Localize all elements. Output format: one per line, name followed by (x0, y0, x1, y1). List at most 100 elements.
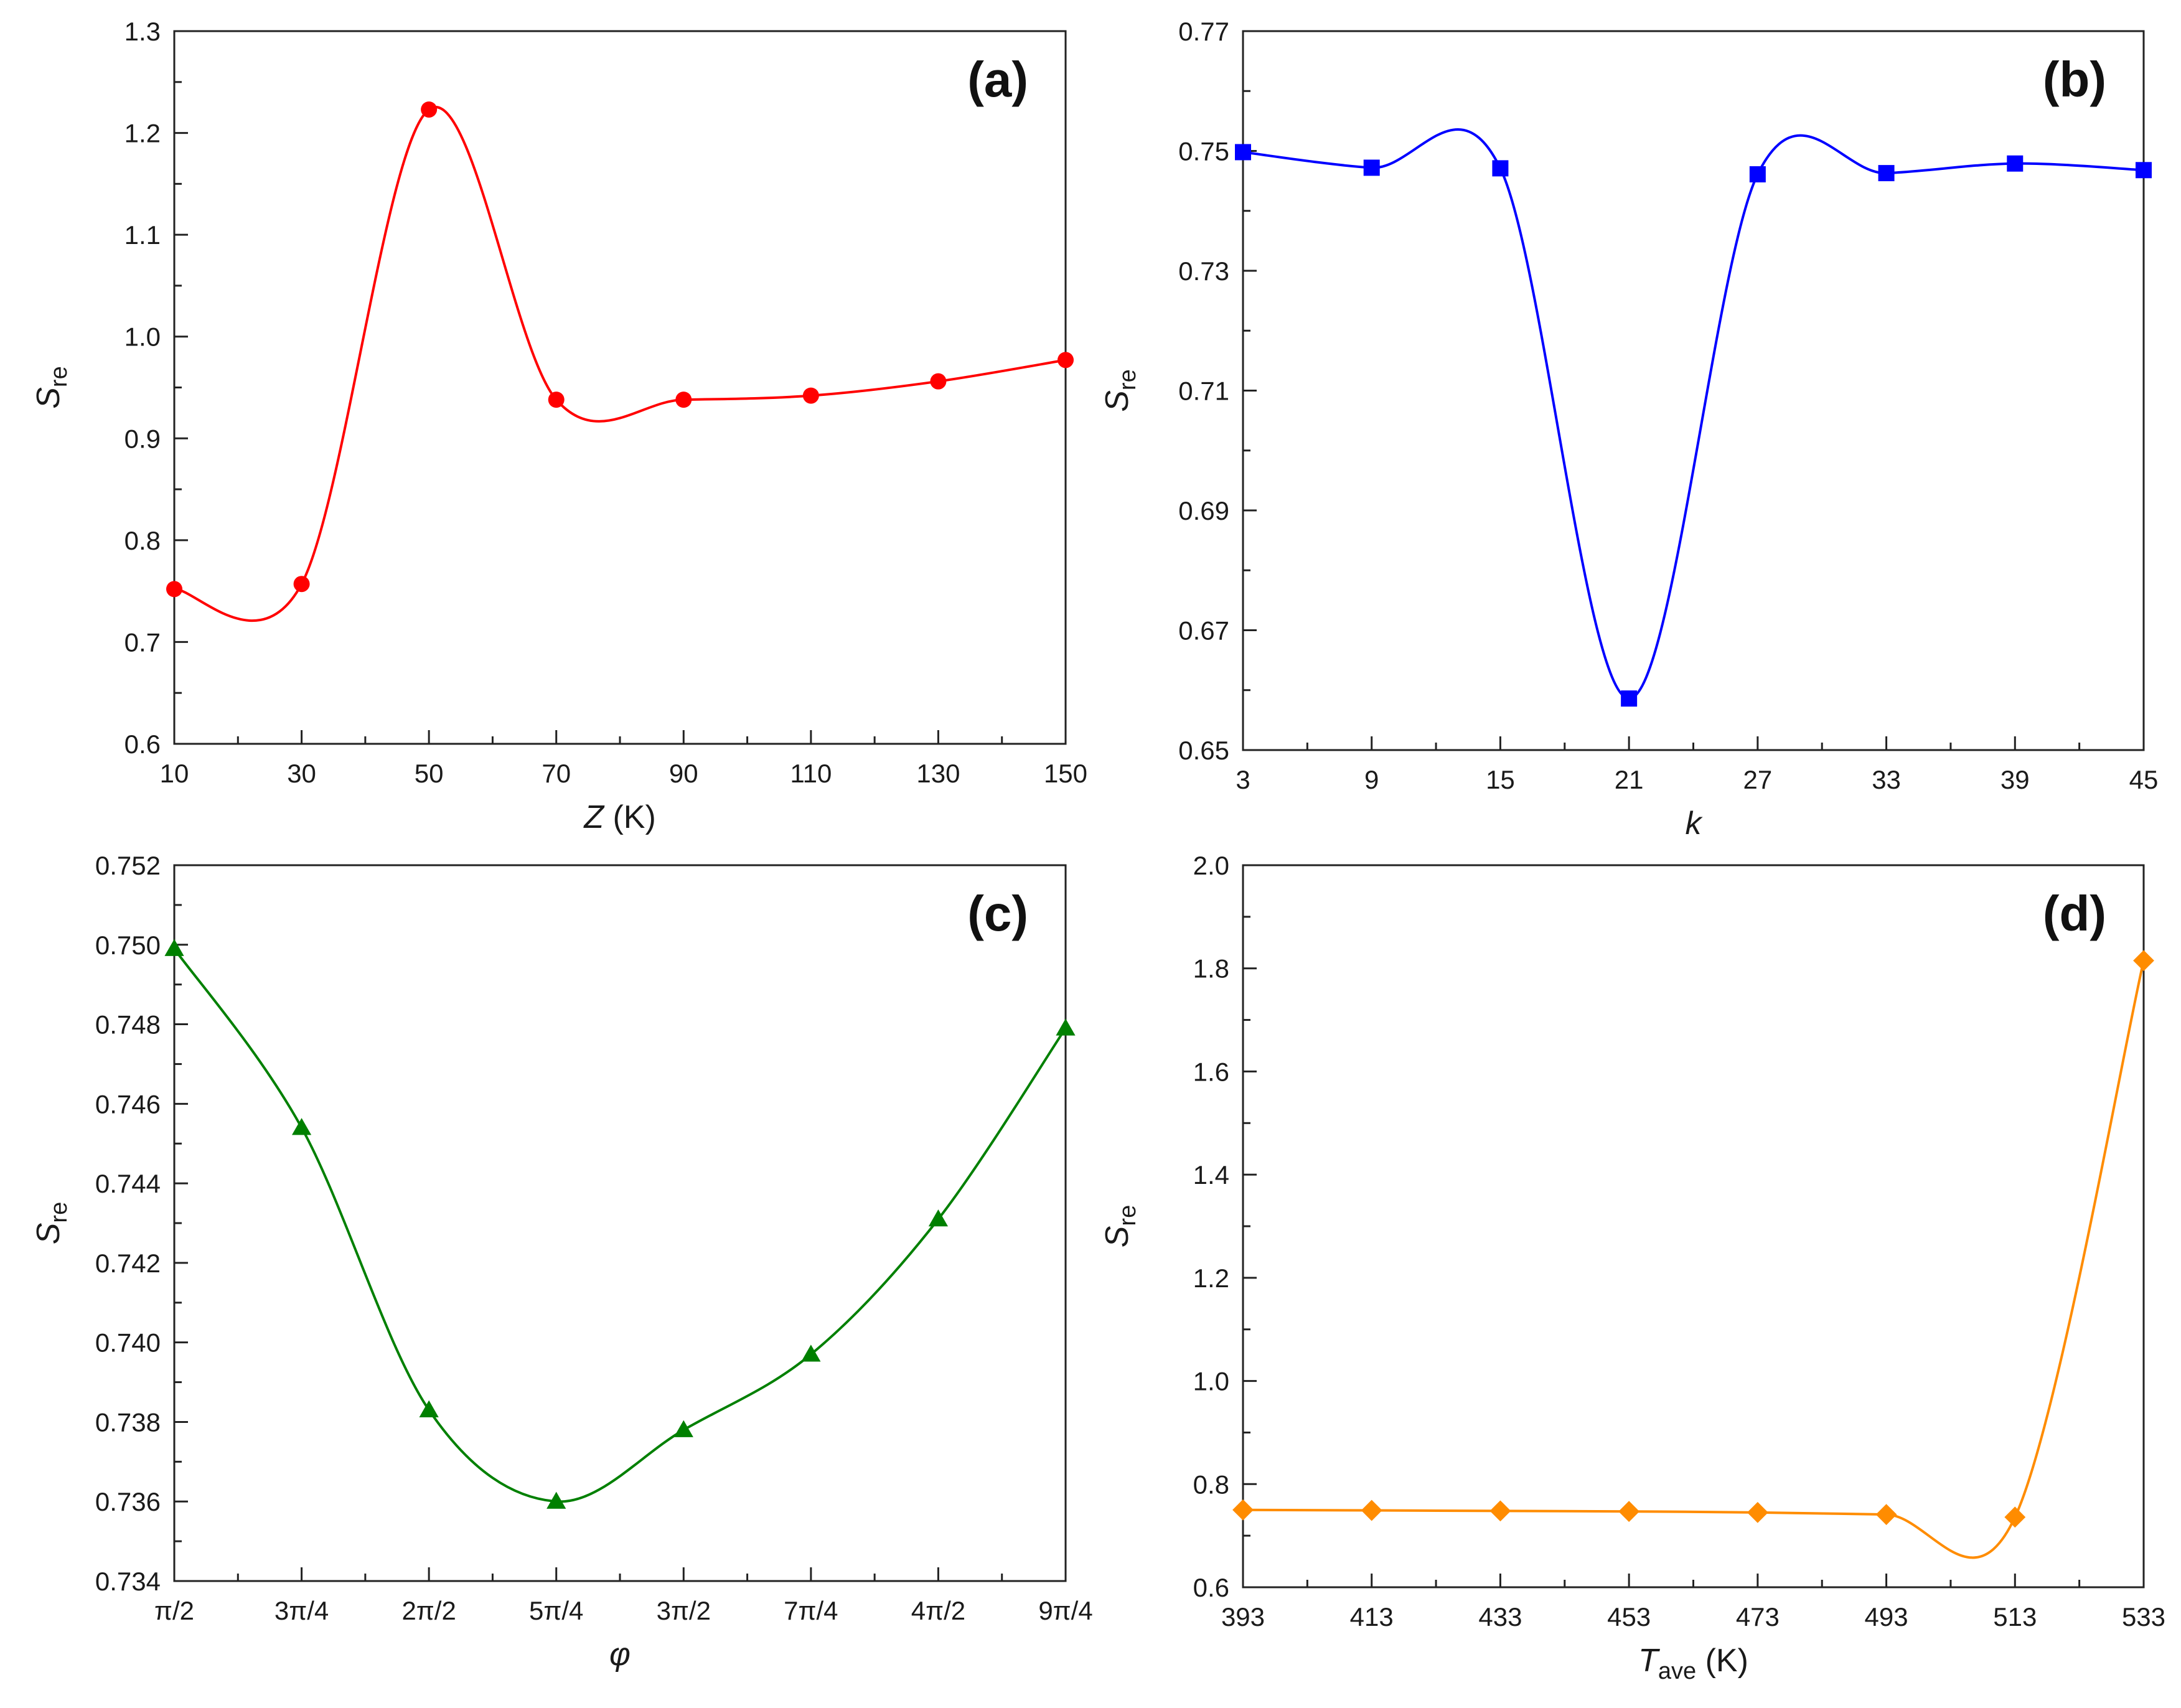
data-point (1621, 690, 1638, 707)
y-axis-label: Sre (30, 366, 72, 408)
data-point (2007, 155, 2024, 172)
data-point (2004, 1506, 2026, 1528)
x-tick-label: 453 (1607, 1602, 1651, 1631)
data-point (1878, 165, 1895, 182)
data-point (801, 1344, 821, 1362)
data-point (1232, 1499, 1254, 1521)
data-point (1361, 1499, 1382, 1521)
y-tick-label: 0.738 (95, 1407, 161, 1437)
y-tick-label: 0.6 (124, 730, 161, 759)
x-tick-label: 9 (1364, 765, 1379, 794)
y-tick-label: 0.748 (95, 1010, 161, 1039)
series-line (174, 106, 1066, 622)
data-point (1056, 1018, 1076, 1036)
y-axis-label: Sre (1099, 1205, 1141, 1247)
y-tick-label: 1.8 (1193, 954, 1229, 983)
x-tick-label: 2π/2 (401, 1596, 456, 1625)
data-point (1618, 1501, 1640, 1523)
data-point (421, 101, 438, 118)
y-tick-label: 0.9 (124, 424, 161, 453)
y-tick-label: 0.73 (1178, 256, 1229, 286)
x-tick-label: 433 (1478, 1602, 1522, 1631)
series-line (173, 948, 1067, 1503)
x-tick-label: 3π/2 (657, 1596, 711, 1625)
x-tick-label: 33 (1872, 765, 1901, 794)
chart-panel-c: π/2 3π/4 2π/2 5π/4 3π/2 7π/4 4π/2 9π/4 0.734 0.73… (30, 851, 1093, 1673)
y-tick-label: 0.75 (1178, 137, 1229, 166)
panel-label: (a) (967, 52, 1028, 107)
x-tick-label: 533 (2122, 1602, 2165, 1631)
x-axis-label: Tave (K) (1638, 1643, 1748, 1684)
y-tick-label: 0.740 (95, 1328, 161, 1358)
data-point (293, 576, 310, 593)
chart-panel-a: 10 30 50 70 90 110 130 150 0.6 0.7 0.8 0.9 1.0 1.1 1.2… (30, 17, 1087, 835)
y-tick-label: 1.3 (124, 17, 161, 46)
data-point (419, 1400, 439, 1417)
x-tick-label: 413 (1350, 1602, 1394, 1631)
data-point (2133, 950, 2154, 972)
x-tick-label: 3 (1236, 765, 1250, 794)
y-tick-label: 0.7 (124, 627, 161, 657)
x-tick-label: π/2 (154, 1596, 194, 1625)
data-point (164, 939, 184, 956)
y-tick-label: 1.2 (1193, 1264, 1229, 1293)
y-tick-label: 1.6 (1193, 1057, 1229, 1086)
x-tick-label: 15 (1486, 765, 1515, 794)
y-tick-label: 0.77 (1178, 17, 1229, 46)
y-tick-label: 0.6 (1193, 1573, 1229, 1602)
data-point (546, 1491, 566, 1509)
chart-panel-d: 393 413 433 453 473 493 513 533 0.6 0.8 1.0 1.2 1.4 1… (1099, 851, 2165, 1684)
data-point (291, 1118, 312, 1135)
y-tick-label: 0.67 (1178, 616, 1229, 645)
y-axis-label: Sre (1099, 369, 1141, 411)
data-point (930, 373, 947, 390)
plot-frame (173, 30, 1067, 745)
x-tick-label: 9π/4 (1038, 1596, 1092, 1625)
y-tick-label: 2.0 (1193, 851, 1229, 880)
data-point (1875, 1504, 1897, 1526)
y-tick-label: 0.71 (1178, 377, 1229, 406)
x-axis-label: k (1686, 805, 1704, 842)
data-point (802, 387, 819, 404)
data-point (1058, 352, 1074, 368)
data-point (1235, 144, 1251, 161)
x-tick-label: 7π/4 (784, 1596, 838, 1625)
x-tick-label: 21 (1615, 765, 1644, 794)
x-tick-label: 5π/4 (529, 1596, 583, 1625)
data-point (1363, 159, 1380, 176)
plot-frame (1242, 30, 2145, 751)
data-point (928, 1209, 949, 1227)
x-tick-label: 393 (1221, 1602, 1265, 1631)
y-tick-label: 0.69 (1178, 496, 1229, 525)
panel-label: (d) (2043, 886, 2106, 941)
x-tick-label: 27 (1743, 765, 1772, 794)
x-tick-label: 513 (1993, 1602, 2037, 1631)
x-axis-label: φ (609, 1636, 631, 1673)
y-tick-label: 0.736 (95, 1487, 161, 1516)
x-tick-label: 493 (1865, 1602, 1908, 1631)
data-point (673, 1420, 693, 1437)
y-tick-label: 1.4 (1193, 1160, 1229, 1190)
x-tick-label: 10 (160, 759, 189, 788)
series-line (1242, 128, 2144, 700)
data-point (1492, 160, 1509, 177)
panel-label: (c) (967, 886, 1028, 941)
series-line (1242, 960, 2145, 1559)
panel-label: (b) (2043, 52, 2106, 107)
y-tick-label: 0.744 (95, 1169, 161, 1198)
data-point (1489, 1500, 1511, 1522)
data-point (1749, 166, 1766, 183)
x-tick-label: 4π/2 (911, 1596, 965, 1625)
data-point (166, 581, 182, 598)
x-tick-label: 39 (2000, 765, 2030, 794)
chart-panel-b: 3 9 15 21 27 33 39 450.650.670.690.710.730.750.… (1099, 17, 2158, 842)
data-point (2136, 162, 2152, 179)
x-axis-label: Z (K) (583, 799, 656, 835)
x-tick-label: 45 (2129, 765, 2159, 794)
x-tick-label: 50 (415, 759, 444, 788)
y-tick-label: 0.8 (1193, 1470, 1229, 1499)
x-tick-label: 30 (287, 759, 316, 788)
y-tick-label: 1.1 (124, 220, 161, 250)
y-tick-label: 0.65 (1178, 736, 1229, 765)
y-tick-label: 0.734 (95, 1567, 161, 1596)
